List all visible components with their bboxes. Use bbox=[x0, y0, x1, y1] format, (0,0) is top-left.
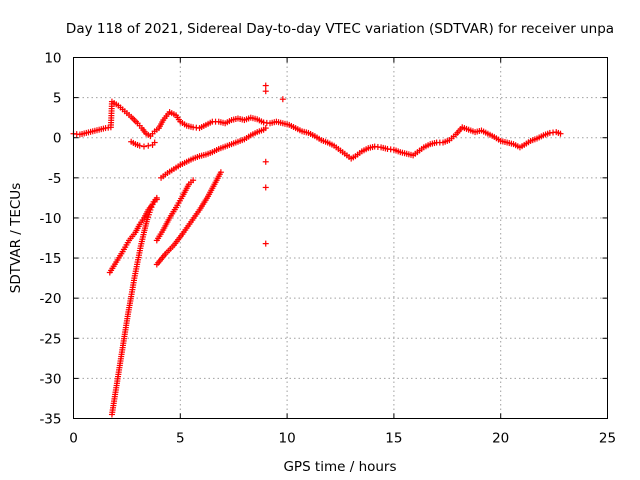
hump-point bbox=[151, 139, 158, 146]
x-tick-label: 0 bbox=[69, 431, 78, 447]
y-tick-label: -25 bbox=[39, 331, 61, 347]
y-tick-label: -35 bbox=[39, 412, 61, 428]
y-axis-label: SDTVAR / TECUs bbox=[8, 183, 24, 293]
axis-ticks bbox=[73, 57, 608, 419]
outlier-point bbox=[262, 184, 269, 191]
x-tick-label: 5 bbox=[176, 431, 185, 447]
x-tick-label: 15 bbox=[385, 431, 402, 447]
outlier-point bbox=[279, 96, 286, 103]
grid bbox=[73, 57, 608, 419]
main-band-point bbox=[557, 130, 564, 137]
chart-title: Day 118 of 2021, Sidereal Day-to-day VTE… bbox=[66, 21, 614, 37]
data-points bbox=[70, 82, 564, 418]
y-tick-label: 0 bbox=[53, 131, 62, 147]
y-tick-labels: 10 5 0 -5 -10 -15 -20 -25 -30 -35 bbox=[39, 51, 61, 428]
y-tick-label: -15 bbox=[39, 251, 61, 267]
y-tick-label: -10 bbox=[39, 211, 61, 227]
hump-point bbox=[140, 143, 147, 150]
y-tick-label: -5 bbox=[48, 171, 61, 187]
outlier-point bbox=[262, 158, 269, 165]
x-tick-label: 25 bbox=[599, 431, 616, 447]
steep-curve-point bbox=[153, 194, 160, 201]
outlier-point bbox=[262, 88, 269, 95]
x-axis-label: GPS time / hours bbox=[283, 459, 396, 475]
steep-curve-point bbox=[148, 204, 155, 211]
y-tick-label: 10 bbox=[44, 51, 61, 67]
x-tick-labels: 0 5 10 15 20 25 bbox=[69, 431, 616, 447]
x-tick-label: 10 bbox=[279, 431, 296, 447]
outlier-point bbox=[262, 82, 269, 89]
hump-point bbox=[136, 142, 143, 149]
y-tick-label: -30 bbox=[39, 371, 61, 387]
y-tick-label: -20 bbox=[39, 291, 61, 307]
mid-line-2-point bbox=[217, 169, 224, 176]
mid-line-1-point bbox=[190, 177, 197, 184]
plot-frame bbox=[73, 57, 608, 419]
steep-curve-point bbox=[147, 206, 154, 213]
upper-arc-point bbox=[262, 125, 269, 132]
steep-curve-point bbox=[149, 201, 156, 208]
x-tick-label: 20 bbox=[492, 431, 509, 447]
outlier-point bbox=[262, 240, 269, 247]
hump-point bbox=[145, 142, 152, 149]
y-tick-label: 5 bbox=[53, 91, 62, 107]
